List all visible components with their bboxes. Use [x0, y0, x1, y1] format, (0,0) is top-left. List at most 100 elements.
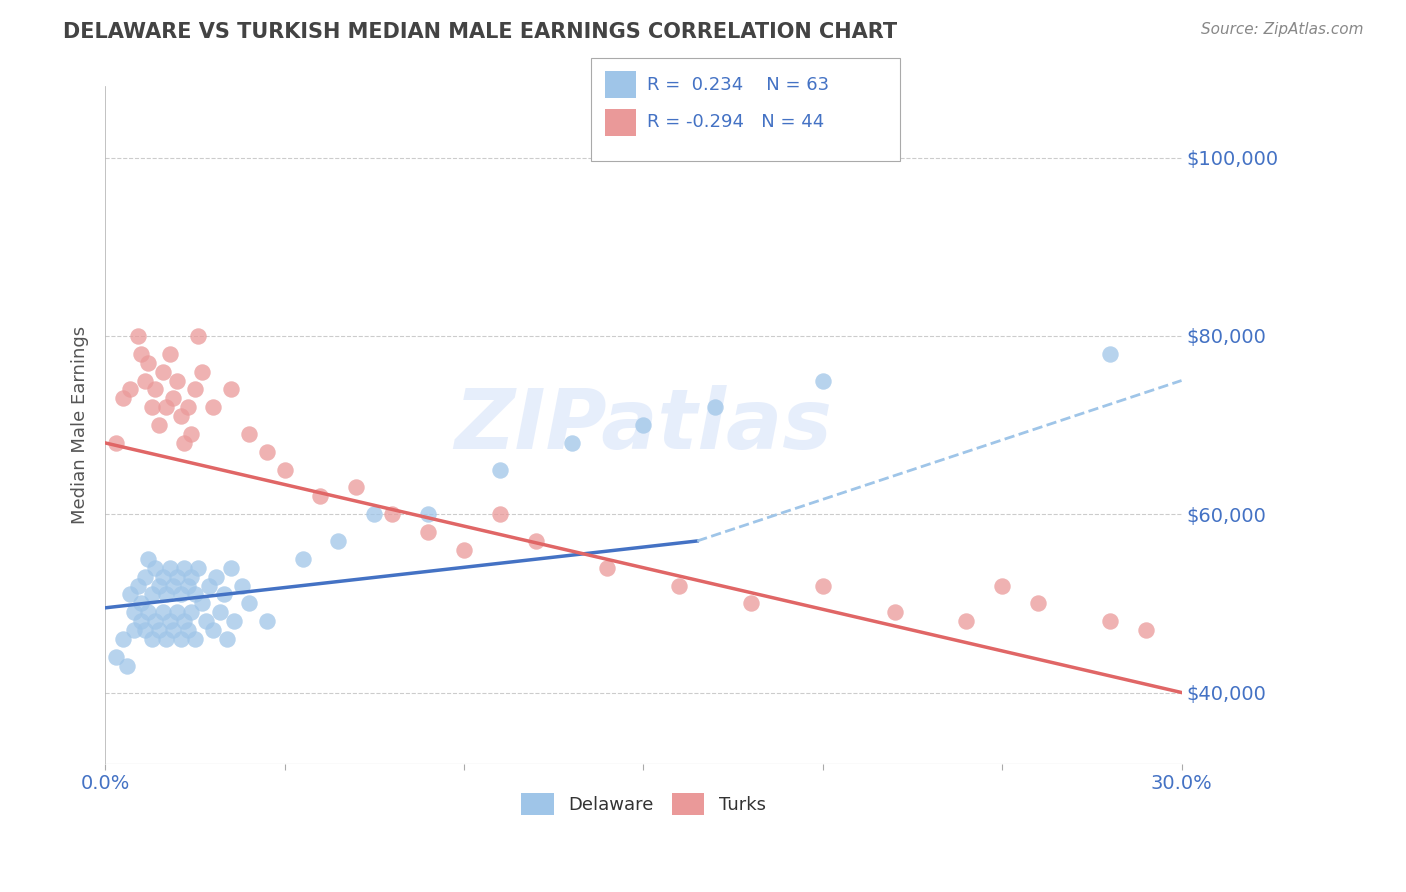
- Point: [173, 614, 195, 628]
- Legend: Delaware, Turks: Delaware, Turks: [515, 786, 773, 822]
- Point: [148, 418, 170, 433]
- Point: [191, 596, 214, 610]
- Point: [453, 542, 475, 557]
- Point: [159, 614, 181, 628]
- Point: [148, 578, 170, 592]
- Point: [184, 587, 207, 601]
- Point: [177, 623, 200, 637]
- Point: [191, 365, 214, 379]
- Point: [740, 596, 762, 610]
- Point: [883, 605, 905, 619]
- Point: [489, 507, 512, 521]
- Point: [166, 569, 188, 583]
- Point: [112, 392, 135, 406]
- Point: [633, 418, 655, 433]
- Point: [704, 401, 727, 415]
- Point: [115, 658, 138, 673]
- Point: [127, 329, 149, 343]
- Point: [212, 587, 235, 601]
- Text: ZIPatlas: ZIPatlas: [454, 384, 832, 466]
- Point: [134, 623, 156, 637]
- Point: [381, 507, 404, 521]
- Point: [991, 578, 1014, 592]
- Point: [198, 578, 221, 592]
- Point: [596, 560, 619, 574]
- Point: [219, 383, 242, 397]
- Point: [180, 427, 202, 442]
- Point: [120, 587, 142, 601]
- Point: [1026, 596, 1049, 610]
- Point: [152, 569, 174, 583]
- Point: [238, 596, 260, 610]
- Point: [169, 587, 191, 601]
- Point: [309, 490, 332, 504]
- Y-axis label: Median Male Earnings: Median Male Earnings: [72, 326, 89, 524]
- Point: [129, 347, 152, 361]
- Point: [155, 587, 177, 601]
- Point: [162, 392, 184, 406]
- Point: [152, 605, 174, 619]
- Point: [489, 463, 512, 477]
- Point: [811, 374, 834, 388]
- Point: [256, 614, 278, 628]
- Point: [201, 623, 224, 637]
- Point: [231, 578, 253, 592]
- Point: [145, 614, 167, 628]
- Point: [1098, 614, 1121, 628]
- Point: [122, 605, 145, 619]
- Point: [162, 578, 184, 592]
- Point: [166, 605, 188, 619]
- Point: [159, 347, 181, 361]
- Point: [169, 632, 191, 646]
- Point: [134, 374, 156, 388]
- Point: [205, 569, 228, 583]
- Point: [273, 463, 295, 477]
- Point: [129, 596, 152, 610]
- Point: [955, 614, 977, 628]
- Point: [561, 436, 583, 450]
- Point: [120, 383, 142, 397]
- Point: [187, 329, 209, 343]
- Point: [148, 623, 170, 637]
- Point: [1098, 347, 1121, 361]
- Point: [136, 551, 159, 566]
- Point: [344, 481, 367, 495]
- Point: [155, 632, 177, 646]
- Point: [141, 401, 163, 415]
- Point: [136, 356, 159, 370]
- Point: [194, 614, 217, 628]
- Point: [159, 560, 181, 574]
- Point: [177, 578, 200, 592]
- Point: [152, 365, 174, 379]
- Point: [416, 524, 439, 539]
- Point: [112, 632, 135, 646]
- Point: [208, 605, 231, 619]
- Point: [416, 507, 439, 521]
- Point: [328, 533, 350, 548]
- Point: [668, 578, 690, 592]
- Text: Source: ZipAtlas.com: Source: ZipAtlas.com: [1201, 22, 1364, 37]
- Point: [104, 436, 127, 450]
- Point: [219, 560, 242, 574]
- Point: [122, 623, 145, 637]
- Point: [184, 632, 207, 646]
- Point: [201, 401, 224, 415]
- Point: [180, 569, 202, 583]
- Point: [127, 578, 149, 592]
- Point: [363, 507, 385, 521]
- Point: [173, 436, 195, 450]
- Point: [141, 587, 163, 601]
- Point: [217, 632, 239, 646]
- Point: [173, 560, 195, 574]
- Point: [145, 383, 167, 397]
- Point: [104, 649, 127, 664]
- Point: [129, 614, 152, 628]
- Point: [136, 605, 159, 619]
- Point: [524, 533, 547, 548]
- Point: [184, 383, 207, 397]
- Point: [177, 401, 200, 415]
- Point: [169, 409, 191, 424]
- Text: R =  0.234    N = 63: R = 0.234 N = 63: [647, 76, 830, 94]
- Text: DELAWARE VS TURKISH MEDIAN MALE EARNINGS CORRELATION CHART: DELAWARE VS TURKISH MEDIAN MALE EARNINGS…: [63, 22, 897, 42]
- Point: [291, 551, 314, 566]
